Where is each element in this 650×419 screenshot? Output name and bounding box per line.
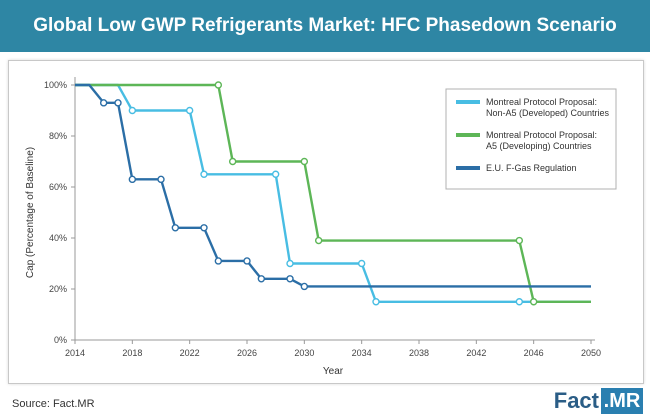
series-1-point: [128, 106, 137, 115]
x-tick-label: 2042: [466, 348, 486, 358]
series-3-point: [200, 224, 208, 232]
y-tick-label: 20%: [49, 284, 67, 294]
series-line-2: [75, 83, 591, 304]
legend-label-1: Montreal Protocol Proposal:: [486, 97, 597, 107]
series-1-point: [286, 259, 294, 268]
legend-box: [445, 88, 617, 190]
series-1-point: [185, 106, 194, 115]
series-3-point: [114, 99, 122, 107]
legend-label-1: Non-A5 (Developed) Countries: [486, 108, 610, 118]
x-tick-label: 2046: [524, 348, 544, 358]
series-3-point: [286, 275, 294, 283]
series-3-point: [128, 175, 137, 184]
source-note: Source: Fact.MR: [12, 398, 95, 410]
chart-title: Global Low GWP Refrigerants Market: HFC …: [33, 15, 617, 36]
series-2-point: [214, 81, 223, 89]
x-tick-label: 2014: [65, 348, 85, 358]
legend-label-3: E.U. F-Gas Regulation: [486, 163, 577, 173]
x-tick-label: 2034: [352, 348, 372, 358]
series-2-point: [300, 157, 309, 166]
chart-panel: 0% 20% 40% 60% 80% 100% 2014 2018 2022 2026 2030 20…: [8, 60, 644, 384]
x-tick-label: 2038: [409, 348, 429, 358]
series-2-point: [529, 298, 538, 306]
y-axis-label: Cap (Percentage of Baseline): [25, 147, 36, 278]
x-tick-label: 2050: [581, 348, 601, 358]
series-1-point: [200, 170, 208, 178]
y-tick-label: 60%: [49, 182, 67, 192]
series-1-point: [515, 298, 524, 306]
line-chart: 0% 20% 40% 60% 80% 100% 2014 2018 2022 2026 2030 20…: [25, 77, 617, 377]
factmr-logo: Fact .MR: [541, 388, 645, 414]
y-tick-label: 40%: [49, 233, 67, 243]
series-3-point: [243, 257, 251, 265]
series-3-point: [171, 224, 180, 232]
series-3-point: [257, 275, 266, 283]
y-tick-label: 80%: [49, 131, 67, 141]
series-1-point: [372, 298, 380, 306]
series-3-point: [214, 257, 223, 265]
series-3-point: [99, 99, 108, 107]
series-2-point: [314, 236, 323, 245]
series-1-point: [271, 170, 280, 178]
series-3-point: [157, 175, 165, 184]
y-tick-label: 0%: [54, 335, 67, 345]
x-axis-label: Year: [323, 366, 344, 377]
logo-text-fact: Fact: [553, 388, 599, 413]
series-3-point: [300, 282, 309, 291]
x-tick-label: 2026: [237, 348, 257, 358]
x-tick-label: 2030: [294, 348, 314, 358]
series-2-point: [515, 236, 524, 245]
legend-label-2: Montreal Protocol Proposal:: [486, 130, 597, 140]
series-2-point: [228, 157, 237, 166]
x-tick-label: 2022: [180, 348, 200, 358]
logo-text-mr: .MR: [601, 388, 643, 414]
title-banner: Global Low GWP Refrigerants Market: HFC …: [0, 0, 650, 52]
y-tick-label: 100%: [44, 80, 67, 90]
series-1-point: [357, 259, 366, 268]
legend-label-2: A5 (Developing) Countries: [486, 141, 592, 151]
x-tick-label: 2018: [122, 348, 142, 358]
